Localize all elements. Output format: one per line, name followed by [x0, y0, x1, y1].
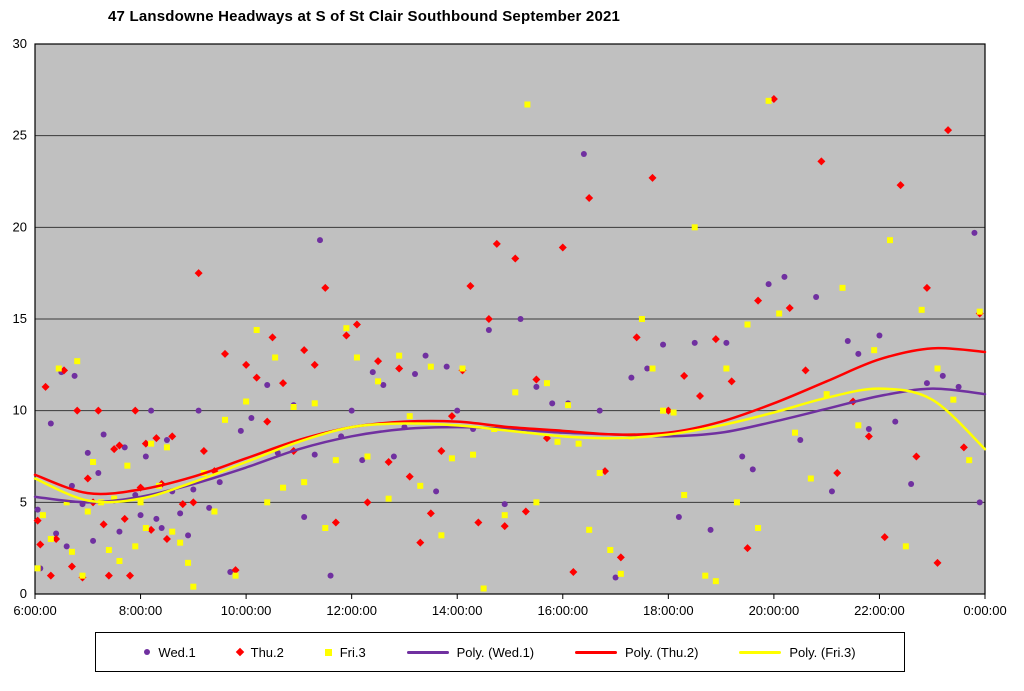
trendline-poly-fri-3-	[33, 387, 987, 504]
fri3-square-marker-icon	[324, 648, 332, 656]
svg-text:8:00:00: 8:00:00	[119, 603, 162, 616]
svg-text:14:00:00: 14:00:00	[432, 603, 483, 616]
legend-item-poly-thu2: Poly. (Thu.2)	[575, 645, 698, 660]
poly-thu2-line-icon	[575, 650, 617, 654]
legend-label-poly-wed1: Poly. (Wed.1)	[456, 644, 535, 660]
trendline-poly-wed-1-	[33, 387, 987, 504]
legend-item-thu2: Thu.2	[235, 644, 284, 660]
svg-text:18:00:00: 18:00:00	[643, 603, 694, 616]
scatter-series-wed1	[34, 151, 983, 581]
trendline-poly-thu-2-	[33, 346, 987, 496]
wed1-circle-marker-icon	[144, 649, 151, 655]
poly-wed1-line-icon	[406, 650, 449, 654]
legend-item-poly-wed1: Poly. (Wed.1)	[406, 644, 535, 660]
svg-text:0:00:00: 0:00:00	[963, 603, 1006, 616]
y-axis-labels: 0 5 10 15 20 25 30	[13, 36, 27, 601]
legend-item-wed1: Wed.1	[144, 644, 196, 660]
svg-text:6:00:00: 6:00:00	[13, 603, 56, 616]
svg-text:22:00:00: 22:00:00	[854, 603, 905, 616]
legend-label-fri3: Fri.3	[339, 644, 366, 660]
svg-text:10: 10	[13, 403, 27, 418]
scatter-series-fri3	[34, 97, 983, 592]
thu2-diamond-marker-icon	[235, 647, 244, 657]
legend-item-poly-fri3: Poly. (Fri.3)	[739, 644, 856, 660]
legend-label-thu2: Thu.2	[250, 644, 284, 660]
poly-fri3-line-icon	[739, 650, 782, 654]
svg-text:0: 0	[20, 586, 27, 601]
chart-canvas: 0 5 10 15 20 25 30 6:00:00 8:00:00 10:00:00 12:00:…	[13, 36, 1007, 616]
legend-label-poly-fri3: Poly. (Fri.3)	[789, 644, 856, 660]
chart-title: 47 Lansdowne Headways at S of St Clair S…	[108, 8, 621, 25]
plot-border	[34, 43, 986, 595]
svg-text:20: 20	[13, 219, 27, 234]
svg-text:15: 15	[13, 311, 27, 326]
chart-legend: Wed.1 Thu.2 Fri.3 Poly. (Wed.1) Poly. (T…	[95, 632, 905, 672]
legend-label-wed1: Wed.1	[158, 644, 196, 660]
svg-text:16:00:00: 16:00:00	[537, 603, 588, 616]
legend-item-fri3: Fri.3	[324, 644, 366, 660]
svg-text:12:00:00: 12:00:00	[326, 603, 377, 616]
svg-text:5: 5	[20, 494, 27, 509]
svg-text:30: 30	[13, 36, 27, 51]
x-axis-labels: 6:00:00 8:00:00 10:00:00 12:00:00 14:00:00 16…	[13, 594, 1007, 616]
svg-text:10:00:00: 10:00:00	[221, 603, 272, 616]
svg-text:20:00:00: 20:00:00	[749, 603, 800, 616]
svg-text:25: 25	[13, 128, 27, 143]
legend-label-poly-thu2: Poly. (Thu.2)	[625, 644, 699, 660]
